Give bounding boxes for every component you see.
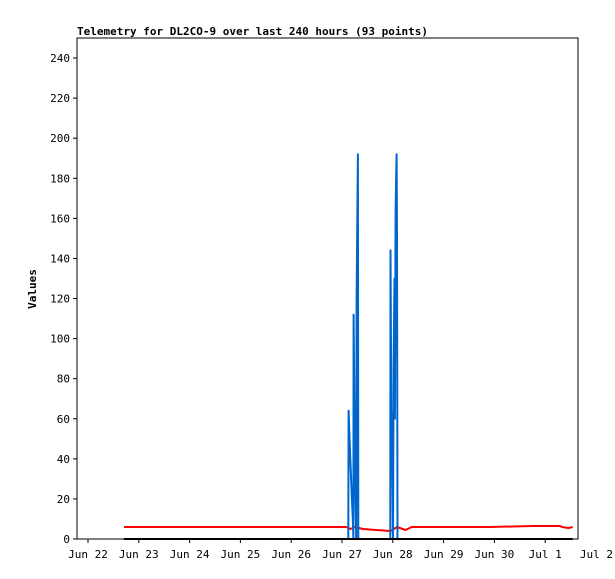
y-tick-label: 0 [63,533,70,546]
y-tick-label: 140 [50,252,70,265]
series-layer [124,153,573,540]
y-tick-label: 240 [50,52,70,65]
x-tick-label: Jun 22 [68,548,108,561]
y-tick-label: 200 [50,132,70,145]
plot-area [76,37,579,540]
x-tick-label: Jun 29 [424,548,464,561]
x-tick-label: Jun 27 [322,548,362,561]
y-axis: 0 20 40 60 80 100 120 140 160 180 200 220 240 [50,52,77,546]
y-tick-label: 100 [50,333,70,346]
x-tick-label: Jun 23 [119,548,159,561]
y-tick-label: 40 [57,453,70,466]
x-tick-label: Jun 24 [170,548,210,561]
y-tick-label: 220 [50,92,70,105]
y-tick-label: 20 [57,493,70,506]
chart-title: Telemetry for DL2CO-9 over last 240 hour… [77,25,428,38]
y-axis-label: Values [26,269,39,309]
x-tick-label: Jun 30 [475,548,515,561]
y-tick-label: 180 [50,172,70,185]
series-line-2 [347,153,399,540]
y-tick-label: 160 [50,212,70,225]
x-tick-label: Jun 28 [373,548,413,561]
x-tick-label: Jul 2 [580,548,613,561]
y-tick-label: 120 [50,293,70,306]
y-tick-label: 80 [57,373,70,386]
y-tick-label: 60 [57,413,70,426]
x-axis: Jun 22 Jun 23 Jun 24 Jun 25 Jun 26 Jun 27 Jun … [68,539,613,561]
x-tick-label: Jun 25 [221,548,261,561]
x-tick-label: Jul 1 [529,548,562,561]
x-tick-label: Jun 26 [271,548,311,561]
